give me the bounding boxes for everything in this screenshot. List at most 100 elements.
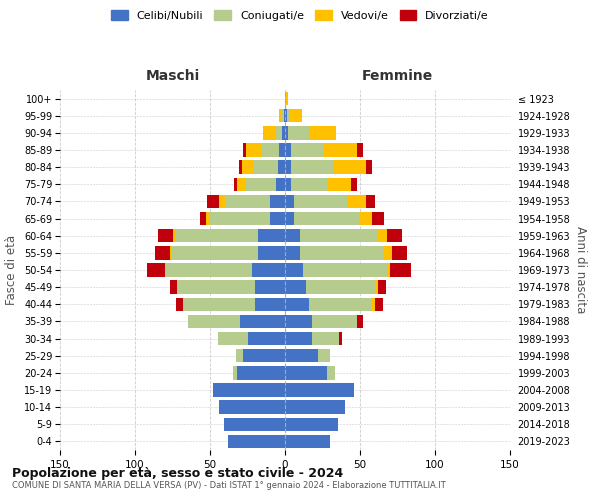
Bar (387, 264, 390, 276)
Bar (147, 264, 165, 276)
Text: Femmine: Femmine (362, 68, 433, 82)
Bar (372, 298, 375, 311)
Bar (207, 194, 219, 208)
Bar (303, 264, 387, 276)
Bar (375, 280, 378, 294)
Bar (309, 298, 372, 311)
Bar (275, 126, 282, 140)
Bar (255, 280, 285, 294)
Bar (285, 366, 327, 380)
Text: COMUNE DI SANTA MARIA DELLA VERSA (PV) - Dati ISTAT 1° gennaio 2024 - Elaborazio: COMUNE DI SANTA MARIA DELLA VERSA (PV) -… (12, 481, 446, 490)
Bar (170, 246, 171, 260)
Bar (210, 212, 270, 226)
Bar (170, 280, 177, 294)
Bar (252, 264, 285, 276)
Bar (339, 332, 342, 345)
Bar (285, 194, 294, 208)
Bar (357, 144, 363, 156)
Bar (176, 298, 183, 311)
Bar (378, 229, 387, 242)
Bar (261, 144, 279, 156)
Bar (239, 160, 241, 174)
Bar (205, 212, 210, 226)
Bar (219, 400, 285, 414)
Bar (254, 160, 277, 174)
Bar (235, 349, 243, 362)
Bar (285, 246, 300, 260)
Bar (357, 314, 363, 328)
Text: Popolazione per età, sesso e stato civile - 2024: Popolazione per età, sesso e stato civil… (12, 468, 343, 480)
Bar (177, 280, 255, 294)
Bar (248, 332, 285, 345)
Y-axis label: Fasce di età: Fasce di età (5, 235, 19, 305)
Bar (237, 366, 285, 380)
Bar (285, 434, 330, 448)
Bar (155, 246, 170, 260)
Bar (255, 298, 285, 311)
Bar (294, 194, 348, 208)
Bar (348, 194, 366, 208)
Bar (237, 178, 246, 191)
Bar (375, 298, 383, 311)
Bar (290, 109, 302, 122)
Bar (246, 178, 276, 191)
Bar (300, 229, 378, 242)
Bar (277, 160, 285, 174)
Bar (187, 314, 240, 328)
Bar (157, 229, 173, 242)
Bar (234, 178, 237, 191)
Bar (285, 418, 337, 431)
Bar (270, 212, 285, 226)
Bar (387, 229, 402, 242)
Bar (285, 212, 294, 226)
Bar (366, 160, 372, 174)
Bar (351, 178, 357, 191)
Bar (294, 212, 360, 226)
Bar (223, 418, 285, 431)
Bar (219, 194, 225, 208)
Bar (241, 160, 254, 174)
Bar (327, 366, 335, 380)
Bar (284, 109, 285, 122)
Bar (291, 144, 324, 156)
Bar (324, 144, 357, 156)
Bar (291, 160, 333, 174)
Bar (285, 109, 287, 122)
Bar (171, 246, 258, 260)
Bar (285, 144, 291, 156)
Bar (213, 384, 285, 396)
Bar (285, 280, 306, 294)
Bar (183, 298, 255, 311)
Bar (176, 229, 258, 242)
Bar (240, 314, 285, 328)
Bar (285, 332, 312, 345)
Bar (306, 280, 375, 294)
Bar (228, 434, 285, 448)
Bar (390, 264, 411, 276)
Bar (258, 229, 285, 242)
Bar (312, 314, 357, 328)
Bar (384, 246, 392, 260)
Bar (243, 144, 246, 156)
Bar (285, 160, 291, 174)
Bar (360, 212, 372, 226)
Bar (312, 332, 339, 345)
Bar (276, 178, 285, 191)
Bar (165, 264, 252, 276)
Bar (285, 264, 303, 276)
Bar (218, 332, 248, 345)
Bar (285, 314, 312, 328)
Bar (285, 384, 354, 396)
Bar (288, 126, 309, 140)
Bar (285, 349, 318, 362)
Bar (327, 178, 351, 191)
Bar (246, 144, 261, 156)
Bar (199, 212, 205, 226)
Y-axis label: Anni di nascita: Anni di nascita (574, 226, 587, 314)
Bar (285, 178, 291, 191)
Bar (279, 109, 282, 122)
Bar (282, 109, 284, 122)
Bar (287, 109, 290, 122)
Bar (279, 144, 285, 156)
Bar (309, 126, 336, 140)
